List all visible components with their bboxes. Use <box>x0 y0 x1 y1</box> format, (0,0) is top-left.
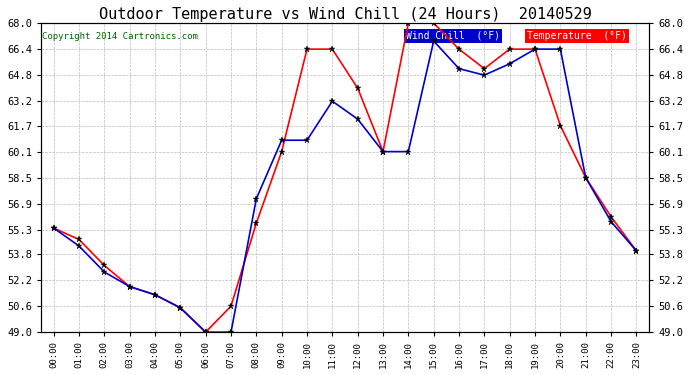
Text: Wind Chill  (°F): Wind Chill (°F) <box>406 31 500 41</box>
Text: Temperature  (°F): Temperature (°F) <box>527 31 627 41</box>
Text: Copyright 2014 Cartronics.com: Copyright 2014 Cartronics.com <box>42 32 198 41</box>
Title: Outdoor Temperature vs Wind Chill (24 Hours)  20140529: Outdoor Temperature vs Wind Chill (24 Ho… <box>99 7 591 22</box>
